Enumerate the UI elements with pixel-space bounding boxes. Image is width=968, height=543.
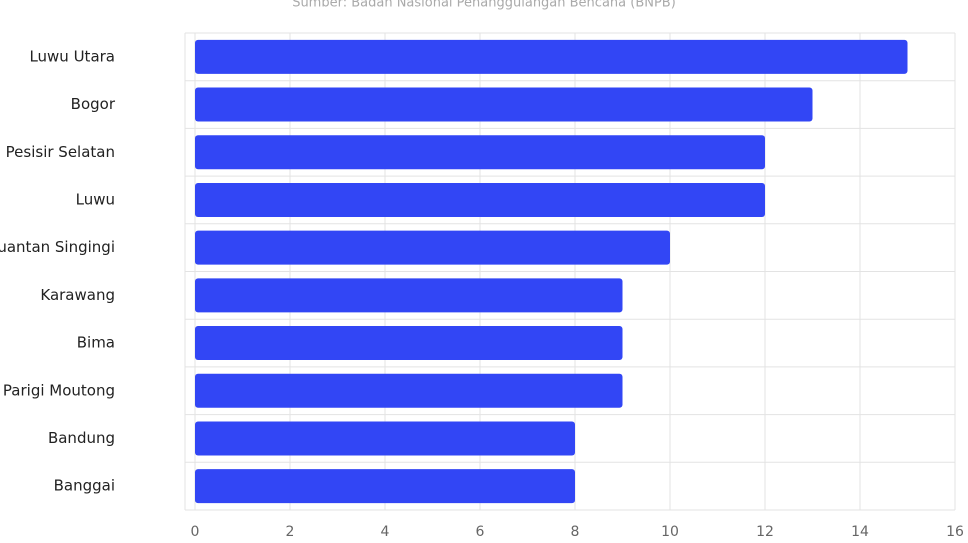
bar	[195, 469, 575, 504]
y-tick-label: Bandung	[48, 429, 115, 447]
x-tick-label: 10	[661, 524, 679, 540]
y-tick-label: Pesisir Selatan	[6, 143, 115, 161]
bar	[195, 39, 908, 74]
x-tick-label: 16	[946, 524, 964, 540]
bar	[195, 421, 575, 456]
bar	[195, 230, 670, 265]
x-tick-label: 14	[851, 524, 869, 540]
bar	[195, 182, 765, 217]
y-tick-label: Luwu Utara	[29, 47, 115, 65]
x-tick-label: 0	[191, 524, 200, 540]
bar	[195, 326, 623, 361]
y-tick-label: Parigi Moutong	[3, 381, 115, 399]
bar	[195, 135, 765, 170]
chart-subtitle: Sumber: Badan Nasional Penanggulangan Be…	[292, 0, 676, 11]
x-tick-label: 4	[381, 524, 390, 540]
bar	[195, 87, 813, 122]
x-tick-label: 8	[571, 524, 580, 540]
y-tick-label: Karawang	[40, 286, 115, 304]
x-tick-label: 6	[476, 524, 485, 540]
x-tick-label: 2	[286, 524, 295, 540]
y-tick-label: Bogor	[71, 95, 116, 113]
y-tick-label: Luwu	[76, 190, 115, 208]
bar	[195, 278, 623, 313]
x-tick-label: 12	[756, 524, 774, 540]
bar	[195, 373, 623, 408]
y-tick-label: Banggai	[54, 477, 115, 495]
y-tick-label: Bima	[77, 334, 115, 352]
y-tick-label: Kuantan Singingi	[0, 238, 115, 256]
